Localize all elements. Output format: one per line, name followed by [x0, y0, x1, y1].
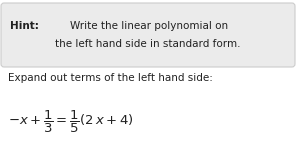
Text: $-x + \dfrac{1}{3} = \dfrac{1}{5}(2\,x + 4)$: $-x + \dfrac{1}{3} = \dfrac{1}{5}(2\,x +…: [8, 109, 134, 135]
Text: Hint:: Hint:: [10, 21, 39, 31]
FancyBboxPatch shape: [1, 3, 295, 67]
Text: Write the linear polynomial on: Write the linear polynomial on: [70, 21, 228, 31]
Text: Expand out terms of the left hand side:: Expand out terms of the left hand side:: [8, 73, 213, 83]
Text: the left hand side in standard form.: the left hand side in standard form.: [55, 39, 241, 49]
